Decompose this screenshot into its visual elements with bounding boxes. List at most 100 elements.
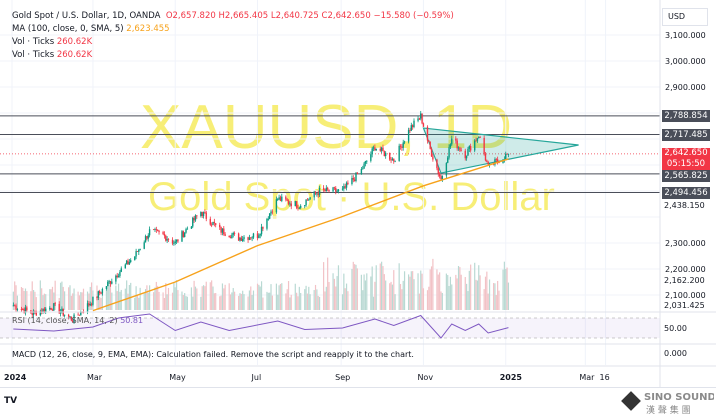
volume-bar [153, 292, 155, 310]
price-tick-label: 2,200.000 [665, 265, 706, 274]
volume-legend[interactable]: Vol · Ticks 260.62K [12, 36, 92, 49]
volume-bar [117, 283, 120, 310]
candle [507, 153, 510, 155]
volume-bar [68, 287, 70, 310]
volume-bar [209, 282, 211, 310]
candle [174, 241, 176, 243]
volume-bar [134, 297, 136, 310]
candle [436, 159, 438, 169]
candle [240, 237, 243, 241]
volume-bar [248, 290, 251, 310]
candle [193, 217, 195, 221]
candle [80, 311, 82, 316]
currency-selector[interactable]: USD [662, 8, 708, 26]
candle [173, 242, 175, 244]
volume-bar [269, 292, 271, 310]
candle [237, 233, 240, 241]
volume-bar [389, 283, 391, 310]
volume-legend-2[interactable]: Vol · Ticks 260.62K [12, 49, 92, 62]
ma-legend[interactable]: MA (100, close, 0, SMA, 5) 2,623.455 [12, 23, 170, 36]
candle [220, 227, 222, 233]
candle [67, 314, 70, 317]
candle [105, 286, 108, 289]
candle [77, 314, 79, 316]
candle [413, 120, 415, 127]
volume-bar [158, 291, 160, 310]
candle [448, 147, 450, 158]
candle [229, 237, 232, 239]
candle [426, 126, 429, 141]
candle [362, 168, 364, 170]
candle [465, 155, 468, 159]
price-tick-label: 3,000.000 [665, 57, 706, 66]
candle [32, 310, 35, 315]
volume-bar [205, 281, 207, 310]
candle [45, 308, 47, 313]
candle [148, 229, 151, 236]
candle [347, 182, 349, 185]
candle [391, 158, 394, 161]
volume-bar [196, 288, 198, 310]
candle [332, 187, 334, 192]
candle [335, 187, 337, 192]
candle [167, 239, 170, 240]
candle [130, 260, 132, 262]
volume-bar [177, 290, 179, 310]
candle [108, 281, 110, 282]
time-tick-label: 16 [600, 373, 610, 382]
ma-label: MA (100, close, 0, SMA, 5) [12, 24, 124, 34]
tradingview-logo[interactable]: TV [4, 396, 18, 406]
candle [134, 256, 136, 261]
volume-bar [324, 291, 326, 310]
volume-bar [108, 284, 110, 310]
macd-axis-value: 0.000 [664, 349, 687, 358]
volume-bar [305, 285, 307, 310]
volume-bar [317, 295, 319, 310]
chart-frame[interactable]: XAUUSD, 1D Gold Spot · U.S. Dollar 3,100… [0, 0, 716, 388]
candle [478, 137, 480, 139]
candle [275, 199, 278, 213]
candle [185, 229, 187, 233]
volume-bar [182, 295, 184, 310]
candle [495, 159, 497, 161]
candle [266, 218, 268, 229]
candle [445, 162, 448, 176]
candle [212, 221, 214, 225]
volume-bar [32, 290, 35, 310]
candle [464, 150, 466, 159]
volume-bar [390, 281, 392, 310]
candle [364, 160, 367, 164]
candle [49, 308, 51, 309]
volume-bar [247, 296, 249, 310]
volume-bar [281, 283, 283, 310]
symbol-name: Gold Spot / U.S. Dollar, 1D, OANDA [12, 11, 161, 21]
volume-bar [238, 295, 240, 310]
candle [22, 309, 24, 310]
candle [389, 152, 391, 160]
candle [420, 113, 422, 119]
volume-bar [475, 279, 477, 310]
candle [241, 238, 244, 241]
price-chart[interactable]: XAUUSD, 1D Gold Spot · U.S. Dollar 3,100… [0, 0, 716, 388]
candle [16, 309, 19, 310]
volume-bar [115, 285, 117, 310]
volume-bar [372, 296, 375, 310]
vol-label: Vol · Ticks [12, 37, 55, 47]
rsi-legend[interactable]: RSI (14, close, SMA, 14, 2) 50.81 [12, 314, 143, 327]
candle [171, 239, 174, 244]
candle [317, 193, 319, 195]
volume-bar [260, 281, 263, 310]
candle [196, 215, 198, 217]
candle [496, 159, 499, 162]
volume-bar [99, 296, 101, 310]
volume-bar [139, 287, 141, 310]
volume-bar [45, 294, 47, 310]
volume-bar [364, 280, 367, 310]
candle [440, 176, 442, 180]
volume-bar [26, 291, 28, 310]
volume-bar [507, 282, 510, 310]
price-tick-label: 2,300.000 [665, 239, 706, 248]
volume-bar [459, 267, 461, 310]
symbol-legend: Gold Spot / U.S. Dollar, 1D, OANDA O2,65… [12, 10, 454, 23]
volume-bar [97, 296, 99, 310]
